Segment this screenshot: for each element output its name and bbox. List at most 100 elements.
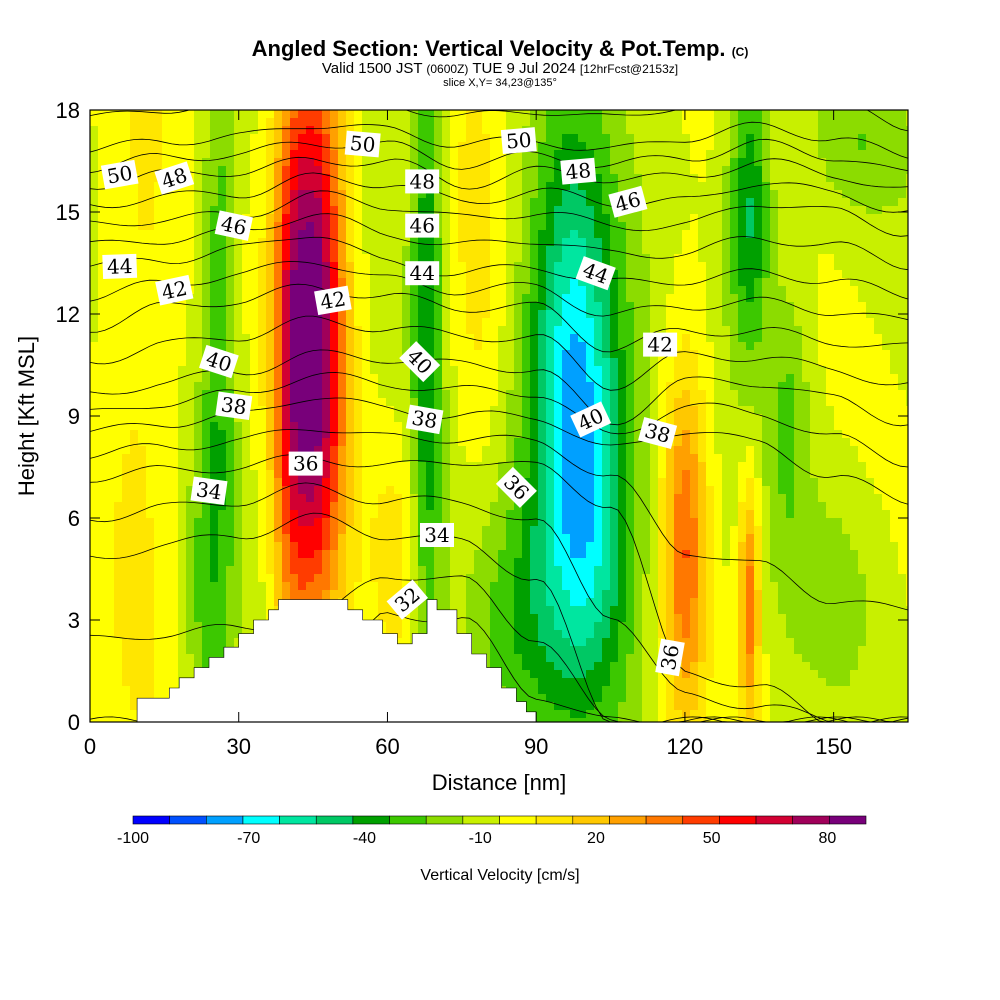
velocity-cell bbox=[754, 470, 763, 479]
velocity-cell bbox=[538, 302, 547, 311]
velocity-cell bbox=[354, 494, 363, 503]
velocity-cell bbox=[386, 478, 395, 487]
velocity-cell bbox=[154, 126, 163, 135]
velocity-cell bbox=[602, 366, 611, 375]
velocity-cell bbox=[194, 254, 203, 263]
velocity-cell bbox=[434, 430, 443, 439]
velocity-cell bbox=[754, 158, 763, 167]
velocity-cell bbox=[802, 478, 811, 487]
velocity-cell bbox=[554, 230, 563, 239]
velocity-cell bbox=[178, 118, 187, 127]
velocity-cell bbox=[122, 150, 131, 159]
velocity-cell bbox=[266, 190, 275, 199]
velocity-cell bbox=[298, 166, 307, 175]
velocity-cell bbox=[506, 374, 515, 383]
velocity-cell bbox=[610, 286, 619, 295]
velocity-cell bbox=[618, 286, 627, 295]
velocity-cell bbox=[794, 118, 803, 127]
velocity-cell bbox=[850, 286, 859, 295]
velocity-cell bbox=[874, 486, 883, 495]
velocity-cell bbox=[426, 350, 435, 359]
velocity-cell bbox=[682, 454, 691, 463]
velocity-cell bbox=[642, 398, 651, 407]
velocity-cell bbox=[186, 206, 195, 215]
velocity-cell bbox=[450, 262, 459, 271]
velocity-cell bbox=[282, 390, 291, 399]
velocity-cell bbox=[634, 326, 643, 335]
velocity-cell bbox=[770, 422, 779, 431]
velocity-cell bbox=[250, 310, 259, 319]
velocity-cell bbox=[370, 182, 379, 191]
velocity-cell bbox=[114, 358, 123, 367]
velocity-cell bbox=[498, 158, 507, 167]
velocity-cell bbox=[634, 390, 643, 399]
velocity-cell bbox=[258, 110, 267, 119]
velocity-cell bbox=[386, 454, 395, 463]
velocity-cell bbox=[642, 486, 651, 495]
velocity-cell bbox=[698, 382, 707, 391]
velocity-cell bbox=[226, 446, 235, 455]
velocity-cell bbox=[402, 446, 411, 455]
velocity-cell bbox=[498, 310, 507, 319]
velocity-cell bbox=[594, 446, 603, 455]
velocity-cell bbox=[906, 142, 908, 151]
velocity-cell bbox=[658, 382, 667, 391]
velocity-cell bbox=[458, 438, 467, 447]
velocity-cell bbox=[794, 302, 803, 311]
velocity-cell bbox=[866, 150, 875, 159]
velocity-cell bbox=[490, 398, 499, 407]
velocity-cell bbox=[362, 254, 371, 263]
velocity-cell bbox=[210, 382, 219, 391]
velocity-cell bbox=[106, 398, 115, 407]
velocity-cell bbox=[810, 238, 819, 247]
velocity-cell bbox=[410, 310, 419, 319]
velocity-cell bbox=[610, 486, 619, 495]
velocity-cell bbox=[690, 126, 699, 135]
velocity-cell bbox=[666, 406, 675, 415]
velocity-cell bbox=[282, 118, 291, 127]
velocity-cell bbox=[898, 150, 907, 159]
velocity-cell bbox=[538, 158, 547, 167]
velocity-cell bbox=[786, 318, 795, 327]
velocity-cell bbox=[194, 134, 203, 143]
velocity-cell bbox=[890, 390, 899, 399]
velocity-cell bbox=[274, 230, 283, 239]
velocity-cell bbox=[650, 358, 659, 367]
velocity-cell bbox=[250, 190, 259, 199]
velocity-cell bbox=[186, 494, 195, 503]
velocity-cell bbox=[226, 286, 235, 295]
velocity-cell bbox=[442, 486, 451, 495]
velocity-cell bbox=[154, 470, 163, 479]
velocity-cell bbox=[730, 454, 739, 463]
velocity-cell bbox=[682, 422, 691, 431]
velocity-cell bbox=[378, 342, 387, 351]
velocity-cell bbox=[194, 286, 203, 295]
velocity-cell bbox=[218, 414, 227, 423]
velocity-cell bbox=[802, 486, 811, 495]
velocity-cell bbox=[362, 438, 371, 447]
velocity-cell bbox=[738, 118, 747, 127]
velocity-cell bbox=[690, 478, 699, 487]
velocity-cell bbox=[122, 374, 131, 383]
velocity-cell bbox=[906, 478, 908, 487]
velocity-cell bbox=[418, 118, 427, 127]
velocity-cell bbox=[106, 222, 115, 231]
velocity-cell bbox=[722, 222, 731, 231]
velocity-cell bbox=[378, 390, 387, 399]
velocity-cell bbox=[90, 462, 99, 471]
velocity-cell bbox=[498, 398, 507, 407]
velocity-cell bbox=[250, 238, 259, 247]
velocity-cell bbox=[426, 206, 435, 215]
velocity-cell bbox=[138, 470, 147, 479]
velocity-cell bbox=[826, 278, 835, 287]
velocity-cell bbox=[738, 438, 747, 447]
velocity-cell bbox=[882, 230, 891, 239]
velocity-cell bbox=[514, 398, 523, 407]
velocity-cell bbox=[346, 430, 355, 439]
velocity-cell bbox=[146, 454, 155, 463]
velocity-cell bbox=[850, 166, 859, 175]
velocity-cell bbox=[266, 142, 275, 151]
velocity-cell bbox=[306, 238, 315, 247]
velocity-cell bbox=[794, 382, 803, 391]
velocity-cell bbox=[146, 246, 155, 255]
